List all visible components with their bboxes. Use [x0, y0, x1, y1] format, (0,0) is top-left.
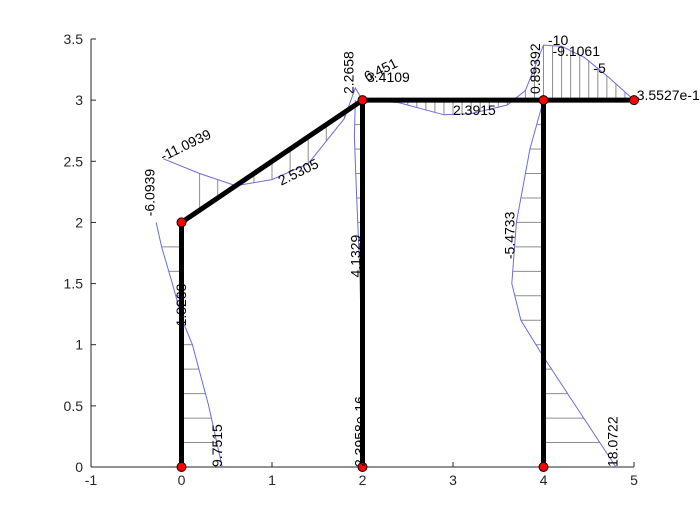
value-label: 3.4109: [367, 69, 410, 85]
value-label: -5.4733: [502, 211, 518, 259]
y-tick-label: 0: [75, 459, 83, 475]
value-label: -5: [593, 60, 606, 76]
x-tick-label: 1: [268, 472, 276, 488]
value-label: 2.2658: [340, 51, 356, 94]
x-tick-label: 5: [630, 472, 638, 488]
frame-node: [176, 462, 187, 472]
y-tick-label: 1.5: [64, 276, 84, 292]
y-tick-label: 1: [75, 337, 83, 353]
value-label: 2.3915: [453, 102, 496, 118]
value-label: 1.8288: [173, 283, 189, 326]
y-tick-label: 2.5: [64, 153, 84, 169]
frame-node: [629, 95, 639, 106]
frame-node: [538, 95, 549, 106]
tick-labels: -1 0 1 2 3 4 500.511.522.533.5: [64, 31, 639, 488]
value-label: 0.89392: [527, 43, 543, 94]
frame-member: [180, 98, 364, 225]
frame-node: [538, 462, 549, 472]
value-label: 9.7515: [209, 424, 225, 467]
frame-nodes: [176, 95, 639, 472]
value-label: 18.0722: [605, 416, 621, 467]
value-label: 4.1329: [348, 234, 364, 277]
frame-members: [179, 97, 634, 467]
x-tick-label: 4: [540, 472, 548, 488]
y-tick-label: 3: [75, 92, 83, 108]
y-tick-label: 3.5: [64, 31, 84, 47]
value-label: 3.5527e-15: [637, 87, 700, 103]
value-label: -10: [548, 32, 568, 48]
x-tick-label: -1: [85, 472, 98, 488]
value-label: -9.1061: [553, 43, 601, 59]
frame-node: [176, 217, 187, 228]
frame-node: [357, 95, 368, 106]
moment-curve-top-beam: [362, 44, 635, 116]
x-tick-label: 3: [449, 472, 457, 488]
value-label: 2.3958e-16: [351, 396, 367, 467]
value-label: -6.0939: [141, 169, 157, 217]
y-tick-label: 0.5: [64, 398, 84, 414]
frame-node: [357, 462, 368, 472]
moment-curve-right-column: [511, 99, 617, 468]
y-tick-label: 2: [75, 214, 83, 230]
x-tick-label: 2: [359, 472, 367, 488]
x-tick-label: 0: [178, 472, 186, 488]
moment-curve-inclined-beam: [163, 86, 363, 187]
